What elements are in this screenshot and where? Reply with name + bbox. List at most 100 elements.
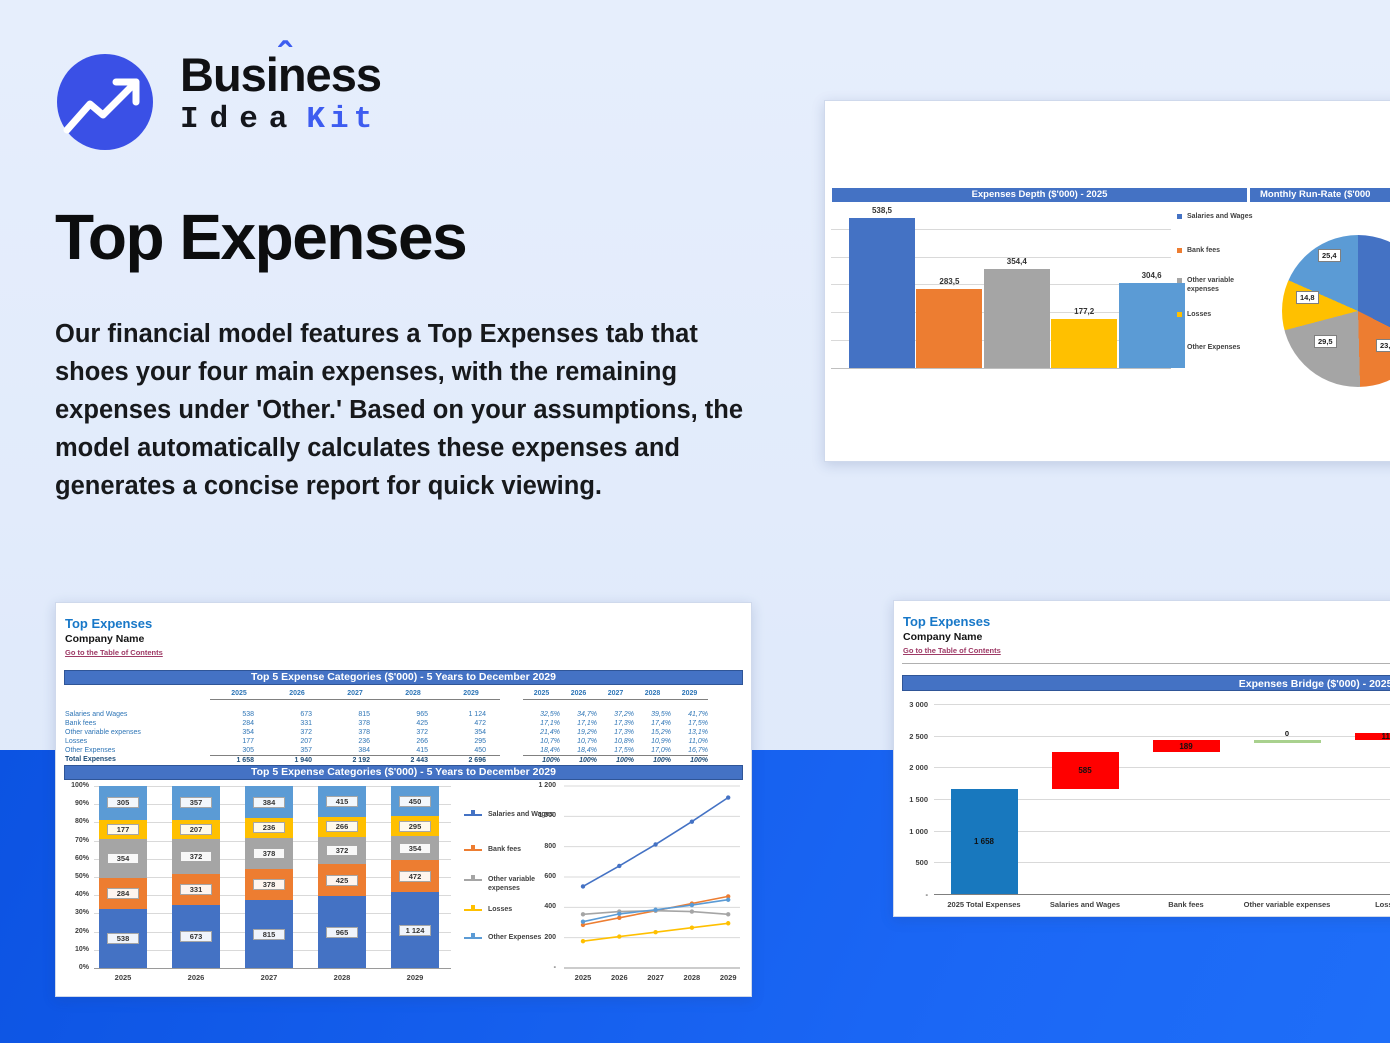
cell-pct: 18,4% [577,747,597,754]
y-axis-tick: 1 500 [909,795,928,804]
x-axis-label: 2026 [187,973,205,982]
gridline [831,256,1171,258]
gridline [934,830,1390,832]
table-row: Bank fees 284 331 378 425 472 17,1% 17,1% 17,3% 1… [56,719,751,728]
x-axis-label: Salaries and Wages [1049,900,1121,909]
bar-other-expenses [1118,283,1185,368]
stack-segment-label: 331 [180,883,212,895]
stack-segment-label: 357 [180,797,212,809]
legend-line-icon [464,937,482,939]
gridline [934,862,1390,864]
table-row: Other Expenses 305 357 384 415 450 18,4% 18,4% 1… [56,746,751,755]
legend-label: Losses [1187,311,1212,318]
cell-pct: 17,1% [577,720,597,727]
legend-item: Other variable expenses [464,875,556,893]
y-axis-tick: 400 [544,903,556,911]
y-axis-tick: 800 [544,842,556,850]
x-axis [831,368,1171,369]
y-axis-tick: 100% [71,782,89,789]
cell-value: 266 [416,738,428,745]
y-axis-tick: 40% [74,891,89,899]
legend-swatch-icon [1177,312,1182,317]
logo-line2: Idea Kit [180,102,500,138]
legend-marker-icon [471,810,475,814]
stack-segment-label: 177 [107,823,139,835]
x-axis-label: Other variable expenses [1243,900,1331,909]
x-axis-label: Bank fees [1168,900,1204,909]
cell-pct: 11,0% [688,738,708,745]
cell-value: 378 [358,720,370,727]
cell-total: 2 192 [326,755,384,766]
stack-segment-label: 372 [326,845,358,857]
stack-segment-label: 538 [107,933,139,944]
cell-value: 236 [358,738,370,745]
y-axis-tick: 50% [74,873,89,880]
x-axis-label: 2026 [610,973,628,982]
pie-slice-label: 23,6 [1376,339,1390,352]
cell-value: 378 [358,729,370,736]
x-axis-label: 2027 [647,973,664,982]
x-axis [94,968,451,969]
cell-value: 177 [242,738,254,745]
cell-value: 965 [416,711,428,718]
page-title: Top Expenses [55,201,468,273]
top5-chart-header: Top 5 Expense Categories ($'000) - 5 Yea… [64,765,743,780]
waterfall-connector-zero [1253,740,1321,743]
stack-segment-label: 815 [253,928,285,940]
top5-categories-panel: Top Expenses Company Name Go to the Tabl… [55,602,752,997]
legend-swatch-icon [1177,248,1182,253]
legend-marker-icon [471,933,475,937]
legend-swatch-icon [1177,214,1182,219]
cell-total: 2 443 [384,755,442,766]
legend-swatch-icon [1177,345,1182,350]
y-axis-tick: - [925,890,929,899]
stack-segment-label: 965 [326,926,358,938]
row-label: Bank fees [65,720,97,727]
stack-segment-label: 384 [253,796,285,808]
x-axis-label: 2028 [683,973,701,982]
cell-value: 372 [300,729,312,736]
legend-label: Losses [488,906,513,913]
cell-pct: 13,1% [688,729,708,736]
cell-pct: 18,4% [540,747,560,754]
cell-pct: 10,7% [540,738,560,745]
sheet-title: Top Expenses [903,614,991,629]
legend-swatch-icon [1177,278,1182,283]
stack-segment-label: 354 [107,852,139,864]
legend-label: Other Expenses [488,934,542,941]
x-axis-label: Losses [1375,900,1390,909]
x-axis-label: 2029 [719,973,737,982]
table-of-contents-link[interactable]: Go to the Table of Contents [65,648,163,657]
logo-text: Business ˆ Idea Kit [180,35,500,138]
legend-item: Other Expenses [1177,344,1269,353]
legend-label: Other variable expenses [488,876,536,892]
legend-item: Losses [464,905,556,915]
stack-segment-label: 266 [326,821,358,833]
cell-pct: 19,2% [577,729,597,736]
cell-pct: 10,9% [651,738,671,745]
cell-value: 207 [300,738,312,745]
waterfall-value-label: 1 658 [973,836,995,846]
stack-segment-label: 378 [253,847,285,859]
stack-segment-label: 236 [253,822,285,834]
stack-segment-label: 415 [326,796,358,807]
cell-value: 425 [416,720,428,727]
y-axis-tick: 60% [74,854,89,862]
legend-item: Other Expenses [464,933,556,943]
stack-segment-label: 305 [107,797,139,809]
stack-segment-label: 207 [180,823,212,835]
waterfall-bar-salaries-and-wages [1051,751,1119,789]
cell-value: 415 [416,747,428,754]
cell-pct: 15,2% [651,729,671,736]
bar-salaries-and-wages [849,218,915,368]
legend-label: Bank fees [488,846,522,853]
cell-value: 305 [242,747,254,754]
stack-segment-label: 378 [253,879,285,891]
table-of-contents-link[interactable]: Go to the Table of Contents [903,646,1001,655]
legend-marker-icon [471,875,475,879]
legend-marker-icon [471,845,475,849]
stack-segment-label: 472 [399,870,431,882]
pie-slice-label: 29,5 [1314,335,1337,348]
x-axis-label: 2029 [406,973,424,982]
gridline [934,735,1390,737]
